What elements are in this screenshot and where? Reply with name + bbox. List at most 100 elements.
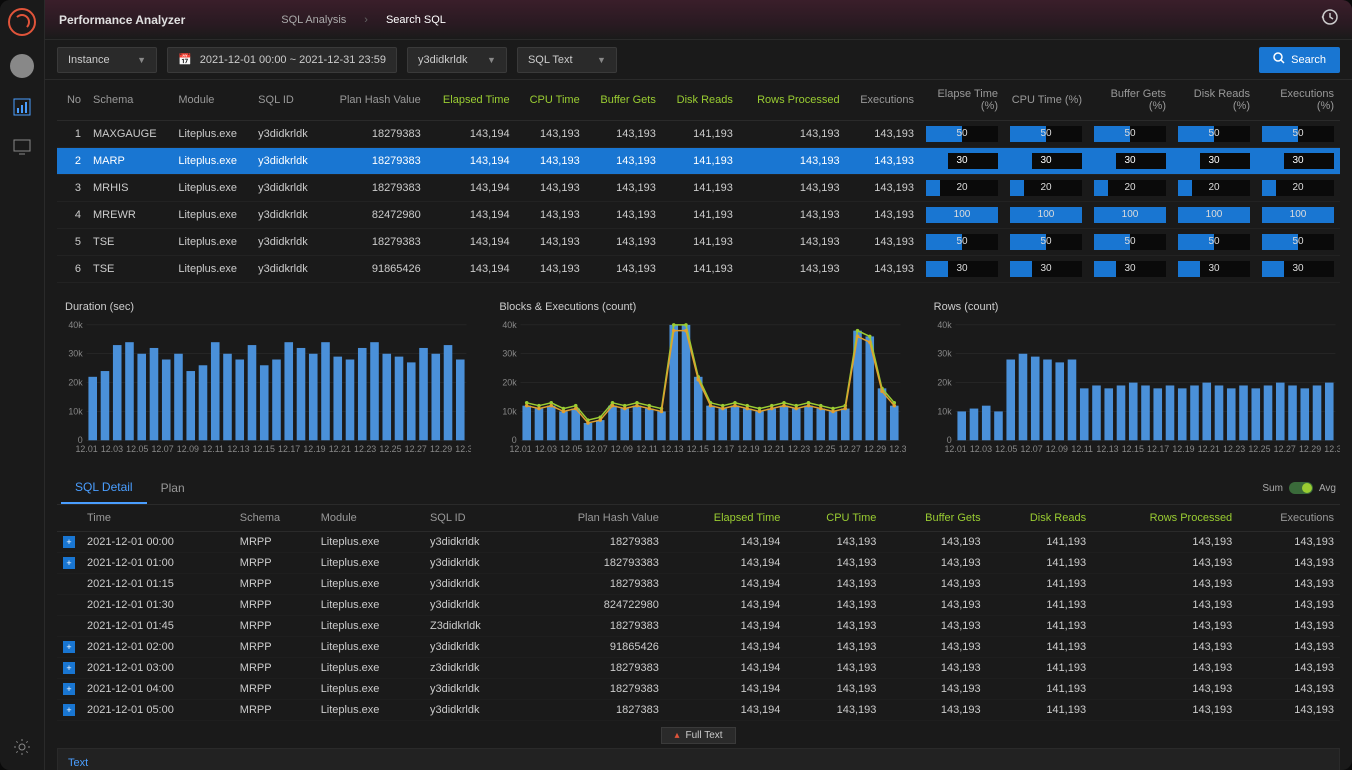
svg-text:12.19: 12.19	[738, 444, 760, 454]
expand-icon[interactable]: +	[63, 536, 75, 548]
table-header[interactable]: CPU Time	[786, 505, 882, 532]
svg-text:12.19: 12.19	[303, 444, 325, 454]
table-row[interactable]: +2021-12-01 05:00MRPPLiteplus.exey3didkr…	[57, 700, 1340, 721]
tab-sql-detail[interactable]: SQL Detail	[61, 472, 147, 504]
table-header[interactable]: SQL ID	[424, 505, 521, 532]
table-header[interactable]: Schema	[87, 80, 172, 121]
breadcrumb-1[interactable]: Search SQL	[386, 14, 446, 26]
breadcrumb-0[interactable]: SQL Analysis	[281, 14, 346, 26]
expand-icon[interactable]: +	[63, 683, 75, 695]
svg-text:12.01: 12.01	[76, 444, 98, 454]
svg-text:10k: 10k	[937, 406, 952, 416]
table-header[interactable]: CPU Time (%)	[1004, 80, 1088, 121]
table-header[interactable]: Executions	[1238, 505, 1340, 532]
svg-text:20k: 20k	[68, 378, 83, 388]
table-row[interactable]: 3MRHISLiteplus.exey3didkrldk18279383143,…	[57, 175, 1340, 202]
table-header[interactable]: Executions	[846, 80, 920, 121]
table-row[interactable]: 4MREWRLiteplus.exey3didkrldk82472980143,…	[57, 202, 1340, 229]
expand-icon[interactable]: +	[63, 641, 75, 653]
tab-plan[interactable]: Plan	[147, 473, 199, 503]
sql-text-panel: Text select i.db_id from apm_db_info whe…	[57, 748, 1340, 770]
table-row[interactable]: 5TSELiteplus.exey3didkrldk18279383143,19…	[57, 229, 1340, 256]
table-header[interactable]: Schema	[234, 505, 315, 532]
full-text-button[interactable]: ▴ Full Text	[661, 727, 735, 744]
table-row[interactable]: +2021-12-01 04:00MRPPLiteplus.exey3didkr…	[57, 679, 1340, 700]
table-header[interactable]: Rows Processed	[1092, 505, 1238, 532]
svg-text:12.05: 12.05	[995, 444, 1017, 454]
svg-text:12.25: 12.25	[814, 444, 836, 454]
svg-text:12.15: 12.15	[687, 444, 709, 454]
date-range-input[interactable]: 📅 2021-12-01 00:00 ~ 2021-12-31 23:59	[167, 47, 397, 73]
chart-title: Rows (count)	[934, 301, 1340, 313]
table-row[interactable]: +2021-12-01 00:00MRPPLiteplus.exey3didkr…	[57, 532, 1340, 553]
expand-icon[interactable]: +	[63, 662, 75, 674]
svg-text:20k: 20k	[937, 378, 952, 388]
table-header[interactable]: Buffer Gets	[882, 505, 986, 532]
table-header[interactable]: Plan Hash Value	[322, 80, 427, 121]
svg-text:12.19: 12.19	[1172, 444, 1194, 454]
svg-text:10k: 10k	[503, 406, 518, 416]
table-header[interactable]: Time	[81, 505, 234, 532]
table-header[interactable]: Module	[315, 505, 424, 532]
table-header[interactable]: Elapsed Time	[427, 80, 516, 121]
table-row[interactable]: 2MARPLiteplus.exey3didkrldk18279383143,1…	[57, 148, 1340, 175]
sql-id-select[interactable]: y3didkrldk▼	[407, 47, 507, 73]
table-header[interactable]: Elapsed Time	[665, 505, 787, 532]
svg-text:12.07: 12.07	[586, 444, 608, 454]
table-row[interactable]: 2021-12-01 01:45MRPPLiteplus.exeZ3didkrl…	[57, 616, 1340, 637]
calendar-icon: 📅	[178, 53, 192, 66]
percent-bar: 30	[1262, 153, 1334, 169]
app-logo	[8, 8, 36, 36]
history-icon[interactable]	[1320, 8, 1338, 31]
svg-text:30k: 30k	[937, 349, 952, 359]
percent-bar: 100	[1262, 207, 1334, 223]
table-row[interactable]: +2021-12-01 03:00MRPPLiteplus.exez3didkr…	[57, 658, 1340, 679]
table-header[interactable]: Disk Reads (%)	[1172, 80, 1256, 121]
table-header[interactable]: Disk Reads	[662, 80, 739, 121]
search-button[interactable]: Search	[1259, 47, 1340, 73]
expand-icon[interactable]: +	[63, 704, 75, 716]
table-header[interactable]: Buffer Gets (%)	[1088, 80, 1172, 121]
table-row[interactable]: +2021-12-01 01:00MRPPLiteplus.exey3didkr…	[57, 553, 1340, 574]
table-row[interactable]: 2021-12-01 01:30MRPPLiteplus.exey3didkrl…	[57, 595, 1340, 616]
chart-panel: Duration (sec)010k20k30k40k12.0112.0312.…	[57, 301, 471, 462]
instance-select[interactable]: Instance▼	[57, 47, 157, 73]
table-header[interactable]: Buffer Gets	[586, 80, 662, 121]
chart-panel: Blocks & Executions (count)010k20k30k40k…	[491, 301, 905, 462]
svg-text:12.25: 12.25	[1248, 444, 1270, 454]
caret-down-icon: ▼	[137, 55, 146, 65]
percent-bar: 50	[1262, 234, 1334, 250]
table-header[interactable]: Elapse Time (%)	[920, 80, 1004, 121]
nav-monitor-icon[interactable]	[11, 136, 33, 158]
table-header[interactable]: No	[57, 80, 87, 121]
settings-icon[interactable]	[11, 736, 33, 758]
table-row[interactable]: +2021-12-01 02:00MRPPLiteplus.exey3didkr…	[57, 637, 1340, 658]
svg-text:12.31: 12.31	[890, 444, 906, 454]
table-header[interactable]: Disk Reads	[987, 505, 1092, 532]
expand-icon[interactable]: +	[63, 557, 75, 569]
svg-text:40k: 40k	[937, 320, 952, 330]
svg-text:12.13: 12.13	[227, 444, 249, 454]
percent-bar: 20	[926, 180, 998, 196]
table-header[interactable]: Module	[172, 80, 252, 121]
table-row[interactable]: 1MAXGAUGELiteplus.exey3didkrldk182793831…	[57, 121, 1340, 148]
table-header[interactable]: CPU Time	[516, 80, 586, 121]
percent-bar: 50	[1010, 126, 1082, 142]
table-header[interactable]: SQL ID	[252, 80, 321, 121]
percent-bar: 50	[1094, 126, 1166, 142]
mode-select[interactable]: SQL Text▼	[517, 47, 617, 73]
charts-row: Duration (sec)010k20k30k40k12.0112.0312.…	[57, 301, 1340, 462]
table-row[interactable]: 6TSELiteplus.exey3didkrldk91865426143,19…	[57, 256, 1340, 283]
svg-text:12.13: 12.13	[662, 444, 684, 454]
table-header[interactable]: Plan Hash Value	[521, 505, 665, 532]
table-header[interactable]: Executions (%)	[1256, 80, 1340, 121]
nav-dashboard-icon[interactable]	[11, 96, 33, 118]
user-avatar[interactable]	[10, 54, 34, 78]
svg-text:12.15: 12.15	[253, 444, 275, 454]
table-header[interactable]: Rows Processed	[739, 80, 846, 121]
table-row[interactable]: 2021-12-01 01:15MRPPLiteplus.exey3didkrl…	[57, 574, 1340, 595]
svg-text:12.29: 12.29	[1299, 444, 1321, 454]
table-header[interactable]	[57, 505, 81, 532]
svg-text:12.09: 12.09	[177, 444, 199, 454]
sum-avg-switch[interactable]	[1289, 482, 1313, 494]
